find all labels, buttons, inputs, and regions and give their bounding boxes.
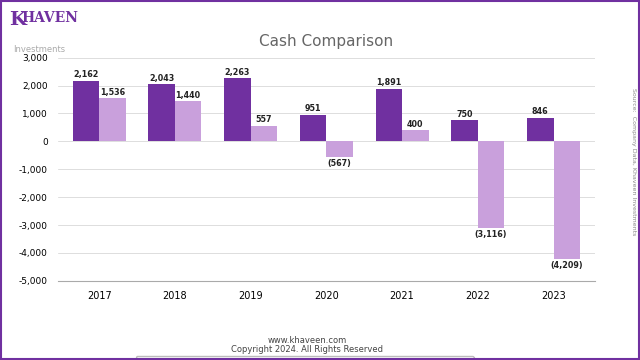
Bar [326, 141, 353, 157]
Bar [300, 115, 326, 141]
Text: (567): (567) [328, 159, 351, 168]
Text: 400: 400 [407, 120, 424, 129]
Legend: Cash and Cash Equivalents, Adjusted Cash and Cash Equivalents: Cash and Cash Equivalents, Adjusted Cash… [136, 356, 474, 360]
Text: Investments: Investments [13, 45, 65, 54]
Text: Source:  Company Data, Khaveen Investments: Source: Company Data, Khaveen Investment… [630, 88, 636, 236]
Bar [451, 120, 478, 141]
Bar [376, 89, 402, 141]
Text: 750: 750 [456, 110, 473, 119]
Bar [73, 81, 99, 141]
Text: (4,209): (4,209) [550, 261, 583, 270]
Text: www.khaveen.com: www.khaveen.com [268, 336, 347, 345]
Text: HAVEN: HAVEN [21, 11, 78, 25]
Text: K: K [10, 11, 26, 29]
Title: Cash Comparison: Cash Comparison [259, 35, 394, 49]
Text: 2,162: 2,162 [74, 71, 99, 80]
Text: Copyright 2024. All Rights Reserved: Copyright 2024. All Rights Reserved [231, 345, 383, 354]
Bar [148, 84, 175, 141]
Bar [478, 141, 504, 228]
Bar [175, 101, 202, 141]
Text: 2,263: 2,263 [225, 68, 250, 77]
Bar [99, 98, 125, 141]
Text: (3,116): (3,116) [475, 230, 508, 239]
Text: 1,891: 1,891 [376, 78, 401, 87]
Text: 846: 846 [532, 107, 548, 116]
Bar [224, 78, 251, 141]
Text: 951: 951 [305, 104, 321, 113]
Text: 1,440: 1,440 [175, 91, 201, 100]
Text: 1,536: 1,536 [100, 88, 125, 97]
Bar [251, 126, 277, 141]
Text: 2,043: 2,043 [149, 74, 174, 83]
Bar [554, 141, 580, 259]
Bar [527, 118, 554, 141]
Text: 557: 557 [256, 115, 272, 124]
Bar [402, 130, 429, 141]
